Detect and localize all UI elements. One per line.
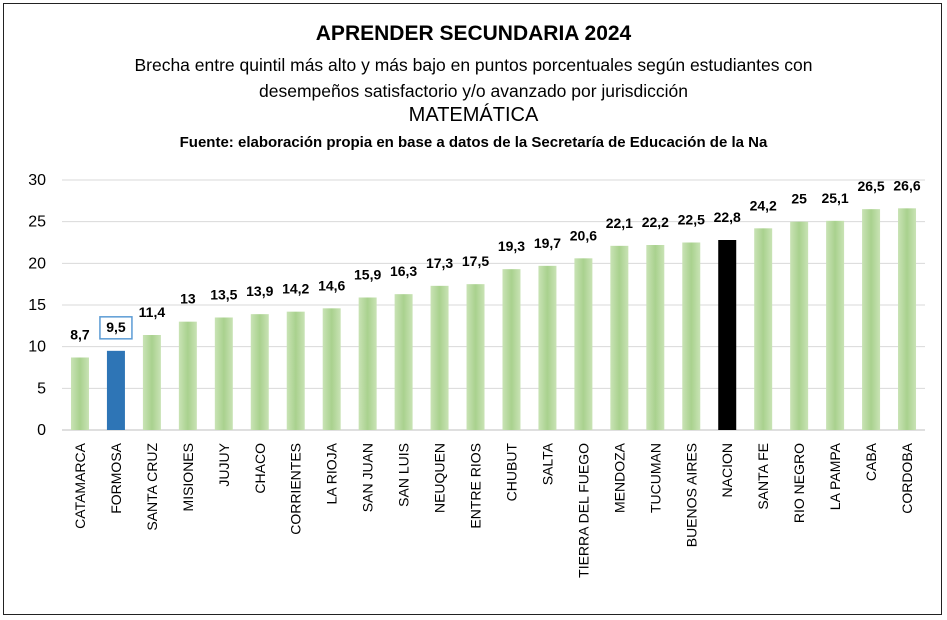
bar [646, 245, 665, 430]
data-label: 25 [791, 191, 807, 207]
x-tick-label: CORRIENTES [288, 443, 304, 535]
bar [754, 228, 773, 430]
bar [286, 311, 305, 430]
data-label: 13,9 [246, 283, 273, 299]
bar [322, 308, 341, 430]
data-label: 26,6 [893, 177, 920, 193]
x-tick-label: BUENOS AIRES [683, 443, 699, 547]
data-label: 17,5 [462, 253, 489, 269]
bar [142, 335, 161, 430]
data-label: 9,5 [106, 319, 126, 335]
data-label: 15,9 [354, 267, 381, 283]
x-tick-label: ENTRE RIOS [468, 443, 484, 529]
y-tick-label: 10 [28, 339, 46, 356]
bar [214, 317, 233, 430]
data-label: 22,5 [678, 212, 705, 228]
y-tick-label: 5 [37, 380, 46, 397]
bar [250, 314, 269, 430]
data-label: 13 [180, 291, 196, 307]
chart-subtitle-line-1: Brecha entre quintil más alto y más bajo… [134, 55, 813, 75]
bar [394, 294, 413, 430]
data-label: 22,2 [642, 214, 669, 230]
x-tick-label: CATAMARCA [72, 442, 88, 528]
x-tick-label: MENDOZA [611, 442, 627, 513]
x-tick-label: TUCUMAN [647, 443, 663, 513]
x-tick-label: LA PAMPA [827, 442, 843, 510]
bar [574, 258, 593, 430]
bar [862, 209, 881, 430]
bar [70, 357, 89, 430]
data-label: 14,6 [318, 277, 345, 293]
data-label: 11,4 [139, 304, 166, 320]
bar [826, 220, 845, 430]
x-tick-label: TIERRA DEL FUEGO [575, 443, 591, 578]
chart-subtitle-line-2: desempeños satisfactorio y/o avanzado po… [259, 81, 688, 101]
bar [466, 284, 485, 430]
data-label: 19,3 [498, 238, 525, 254]
bar [538, 265, 557, 430]
bar [358, 297, 377, 430]
y-tick-label: 30 [28, 172, 46, 189]
x-tick-label: SANTA FE [755, 443, 771, 510]
data-label: 26,5 [857, 178, 884, 194]
bar [718, 240, 737, 430]
x-tick-label: NEUQUEN [432, 443, 448, 513]
x-tick-label: SANTA CRUZ [144, 443, 160, 531]
x-tick-label: SAN LUIS [396, 443, 412, 507]
bar [898, 208, 917, 430]
bar [178, 321, 197, 430]
x-tick-label: RIO NEGRO [791, 443, 807, 523]
data-label-box [99, 316, 133, 340]
x-tick-label: LA RIOJA [324, 442, 340, 504]
chart-subject: MATEMÁTICA [408, 104, 539, 126]
x-tick-label: CORDOBA [899, 442, 915, 513]
data-label: 20,6 [570, 227, 597, 243]
chart-subtitle: Brecha entre quintil más alto y más bajo… [0, 52, 947, 104]
data-label: 13,5 [210, 287, 237, 303]
bar [430, 285, 449, 430]
x-tick-label: CHACO [252, 443, 268, 494]
data-label: 25,1 [821, 190, 848, 206]
x-tick-label: CHUBUT [503, 443, 519, 502]
y-tick-label: 20 [28, 255, 46, 272]
data-label: 17,3 [426, 255, 453, 271]
y-tick-label: 0 [37, 422, 46, 439]
y-tick-label: 15 [28, 297, 46, 314]
x-tick-label: CABA [863, 442, 879, 481]
data-label: 22,1 [606, 215, 633, 231]
data-label: 19,7 [534, 235, 561, 251]
data-label: 22,8 [714, 209, 741, 225]
x-tick-label: NACION [719, 443, 735, 497]
chart-title: APRENDER SECUNDARIA 2024 [315, 22, 632, 45]
x-tick-label: JUJUY [216, 442, 232, 486]
data-label: 16,3 [390, 263, 417, 279]
bar [610, 245, 629, 430]
data-label: 8,7 [70, 327, 90, 343]
bar [790, 221, 809, 430]
data-label: 24,2 [750, 197, 777, 213]
x-tick-label: FORMOSA [108, 442, 124, 513]
x-tick-label: SALTA [539, 442, 555, 485]
x-tick-label: SAN JUAN [360, 443, 376, 512]
data-label: 14,2 [282, 281, 309, 297]
bar [682, 242, 701, 430]
chart-source: Fuente: elaboración propia en base a dat… [179, 134, 768, 151]
bar [502, 269, 521, 430]
y-tick-label: 25 [28, 214, 46, 231]
bar [106, 350, 125, 430]
x-tick-label: MISIONES [180, 443, 196, 511]
